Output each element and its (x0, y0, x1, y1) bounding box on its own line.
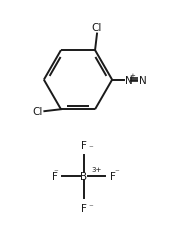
Text: F: F (81, 140, 87, 150)
Text: ⁻: ⁻ (115, 168, 119, 177)
Text: N: N (125, 75, 133, 85)
Text: 3+: 3+ (91, 166, 102, 172)
Text: F: F (81, 203, 87, 213)
Text: F: F (52, 172, 58, 181)
Text: ⁻: ⁻ (88, 203, 93, 212)
Text: +: + (129, 73, 135, 79)
Text: ⁻: ⁻ (88, 143, 93, 152)
Text: Cl: Cl (33, 107, 43, 117)
Text: B: B (80, 172, 87, 181)
Text: F: F (110, 172, 116, 181)
Text: N: N (139, 75, 147, 85)
Text: Cl: Cl (92, 23, 102, 33)
Text: ⁻: ⁻ (53, 168, 58, 177)
